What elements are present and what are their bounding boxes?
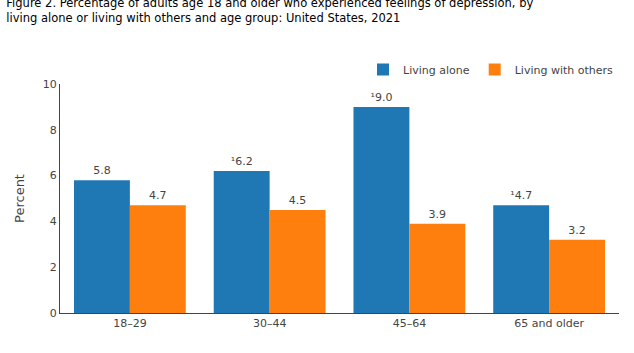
- svg-text:4.7: 4.7: [149, 189, 167, 202]
- svg-text:18–29: 18–29: [113, 317, 147, 330]
- svg-text:Figure 2. Percentage of adults: Figure 2. Percentage of adults age 18 an…: [6, 0, 533, 25]
- svg-text:0: 0: [50, 307, 57, 320]
- svg-text:¹9.0: ¹9.0: [370, 91, 392, 104]
- svg-text:3.9: 3.9: [429, 208, 447, 221]
- svg-text:Living with others: Living with others: [515, 64, 613, 77]
- svg-text:8: 8: [50, 124, 57, 137]
- svg-text:45–64: 45–64: [393, 317, 427, 330]
- svg-text:65 and older: 65 and older: [514, 317, 584, 330]
- svg-text:30–44: 30–44: [253, 317, 287, 330]
- svg-text:¹4.7: ¹4.7: [510, 189, 532, 202]
- svg-text:3.2: 3.2: [568, 224, 586, 237]
- svg-text:4: 4: [50, 215, 57, 228]
- svg-text:10: 10: [43, 78, 57, 91]
- svg-text:2: 2: [50, 261, 57, 274]
- svg-text:Percent: Percent: [12, 174, 27, 223]
- svg-text:4.5: 4.5: [289, 194, 307, 207]
- svg-text:6: 6: [50, 169, 57, 182]
- svg-text:5.8: 5.8: [93, 164, 111, 177]
- svg-text:Living alone: Living alone: [403, 64, 470, 77]
- svg-text:¹6.2: ¹6.2: [231, 155, 253, 168]
